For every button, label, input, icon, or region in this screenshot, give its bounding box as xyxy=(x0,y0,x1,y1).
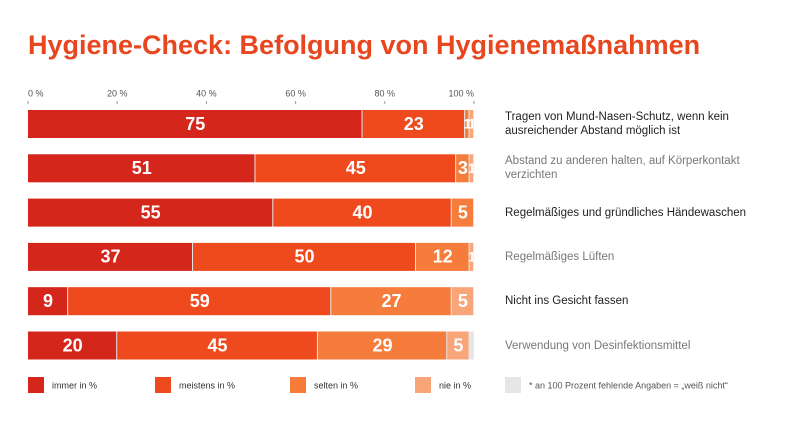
row-label: Nicht ins Gesicht fassen xyxy=(505,295,629,308)
legend-label: meistens in % xyxy=(179,380,235,390)
legend-label: selten in % xyxy=(314,380,358,390)
bar-segment xyxy=(469,110,473,138)
value-label: 51 xyxy=(132,158,152,178)
value-label: 50 xyxy=(295,247,315,267)
bar-segment xyxy=(255,154,456,183)
bar-segment xyxy=(193,242,416,271)
row-label: Regelmäßiges Lüften xyxy=(505,250,615,263)
bar-segment xyxy=(465,110,469,138)
bar-segment xyxy=(28,331,117,360)
row-label: Verwendung von Desinfektionsmittel xyxy=(505,339,691,352)
value-label: 1 xyxy=(463,116,471,132)
legend-swatch xyxy=(28,377,44,393)
value-label: 55 xyxy=(141,202,161,222)
note-swatch xyxy=(505,377,521,393)
bar-segment xyxy=(28,242,193,271)
legend-label: immer in % xyxy=(52,380,97,390)
value-label: 1 xyxy=(468,249,476,265)
x-tick-label: 20 % xyxy=(107,88,128,98)
bar-segment xyxy=(451,287,473,316)
bar-segment xyxy=(362,110,465,138)
bar-segment xyxy=(317,331,447,360)
row-label: Tragen von Mund-Nasen-Schutz, wenn kein … xyxy=(505,111,729,137)
bar-segment xyxy=(28,154,255,183)
bar-segment xyxy=(416,242,469,271)
value-label: 75 xyxy=(185,114,205,134)
value-label: 12 xyxy=(433,247,453,267)
value-label: 45 xyxy=(346,158,366,178)
legend-swatch xyxy=(415,377,431,393)
row-label: Abstand zu anderen halten, auf Körperkon… xyxy=(505,155,740,182)
legend-swatch xyxy=(155,377,171,393)
bar-segment xyxy=(469,154,473,183)
value-label: 29 xyxy=(373,335,393,355)
value-label: 37 xyxy=(100,247,120,267)
value-label: 3 xyxy=(458,158,468,178)
bar-segment xyxy=(447,331,469,360)
value-label: 45 xyxy=(208,335,228,355)
bar-segment xyxy=(28,287,68,316)
value-label: 5 xyxy=(453,335,463,355)
value-label: 20 xyxy=(63,335,83,355)
value-label: 23 xyxy=(404,114,424,134)
legend-label: nie in % xyxy=(439,380,471,390)
bar-segment xyxy=(273,198,451,227)
x-tick-label: 100 % xyxy=(448,88,474,98)
x-tick-label: 40 % xyxy=(196,88,217,98)
x-tick-label: 80 % xyxy=(375,88,396,98)
bar-segment xyxy=(469,242,473,271)
value-label: 40 xyxy=(352,202,372,222)
legend-swatch xyxy=(290,377,306,393)
value-label: 5 xyxy=(458,291,468,311)
note: * an 100 Prozent fehlende Angaben = „wei… xyxy=(529,380,728,390)
bar-segment xyxy=(331,287,451,316)
bar-segment xyxy=(28,198,273,227)
row-label: Regelmäßiges und gründliches Händewasche… xyxy=(505,206,747,219)
x-tick-label: 0 % xyxy=(28,88,44,98)
bar-segment xyxy=(68,287,331,316)
bar-segment xyxy=(28,110,362,138)
bar-segment xyxy=(117,331,317,360)
value-label: 5 xyxy=(458,202,468,222)
bar-segment xyxy=(451,198,473,227)
x-tick-label: 60 % xyxy=(285,88,306,98)
value-label: 9 xyxy=(43,291,53,311)
chart-title: Hygiene-Check: Befolgung von Hygienemaßn… xyxy=(28,30,700,60)
value-label: 59 xyxy=(190,291,210,311)
value-label: 27 xyxy=(381,291,401,311)
bar-segment xyxy=(456,154,469,183)
value-label: 1 xyxy=(468,116,476,132)
value-label: 1 xyxy=(468,160,476,176)
